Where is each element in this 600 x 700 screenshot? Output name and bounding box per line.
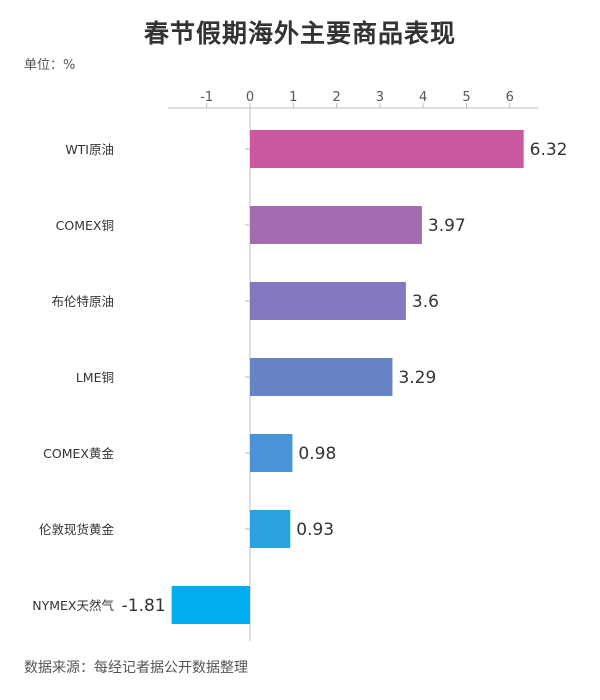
value-label: 3.6 xyxy=(412,292,439,312)
category-label: NYMEX天然气 xyxy=(32,598,114,613)
chart-title: 春节假期海外主要商品表现 xyxy=(143,19,456,48)
value-label: 3.97 xyxy=(428,216,466,236)
x-tick-label: 1 xyxy=(289,90,297,105)
category-label: COMEX黄金 xyxy=(43,446,114,461)
value-label: 0.93 xyxy=(296,520,334,540)
x-tick-label: 4 xyxy=(419,90,427,105)
x-tick-label: 3 xyxy=(376,90,384,105)
bar xyxy=(250,282,406,320)
x-tick-label: -1 xyxy=(200,90,213,105)
x-tick-label: 6 xyxy=(506,90,514,105)
bar xyxy=(250,434,293,472)
bar xyxy=(171,586,250,624)
bar xyxy=(250,130,524,168)
bar xyxy=(250,358,393,396)
source-label: 数据来源：每经记者据公开数据整理 xyxy=(24,660,248,676)
category-label: LME铜 xyxy=(76,370,114,385)
x-tick-label: 0 xyxy=(246,90,254,105)
bar xyxy=(250,206,422,244)
unit-label: 单位：% xyxy=(24,58,76,73)
value-label: 3.29 xyxy=(398,368,436,388)
category-label: WTI原油 xyxy=(65,142,114,157)
category-label: 布伦特原油 xyxy=(51,294,114,309)
bar-layer: WTI原油 6.32 COMEX铜 3.97 布伦特原油 3.6 LME铜 3.29 COMEX… xyxy=(32,130,568,624)
category-label: 伦敦现货黄金 xyxy=(39,522,115,537)
category-label: COMEX铜 xyxy=(56,218,114,233)
x-tick-label: 2 xyxy=(332,90,340,105)
value-label: 6.32 xyxy=(530,140,568,160)
x-tick-label: 5 xyxy=(462,90,470,105)
value-label: 0.98 xyxy=(298,444,336,464)
bar xyxy=(250,510,291,548)
value-label: -1.81 xyxy=(122,596,166,616)
